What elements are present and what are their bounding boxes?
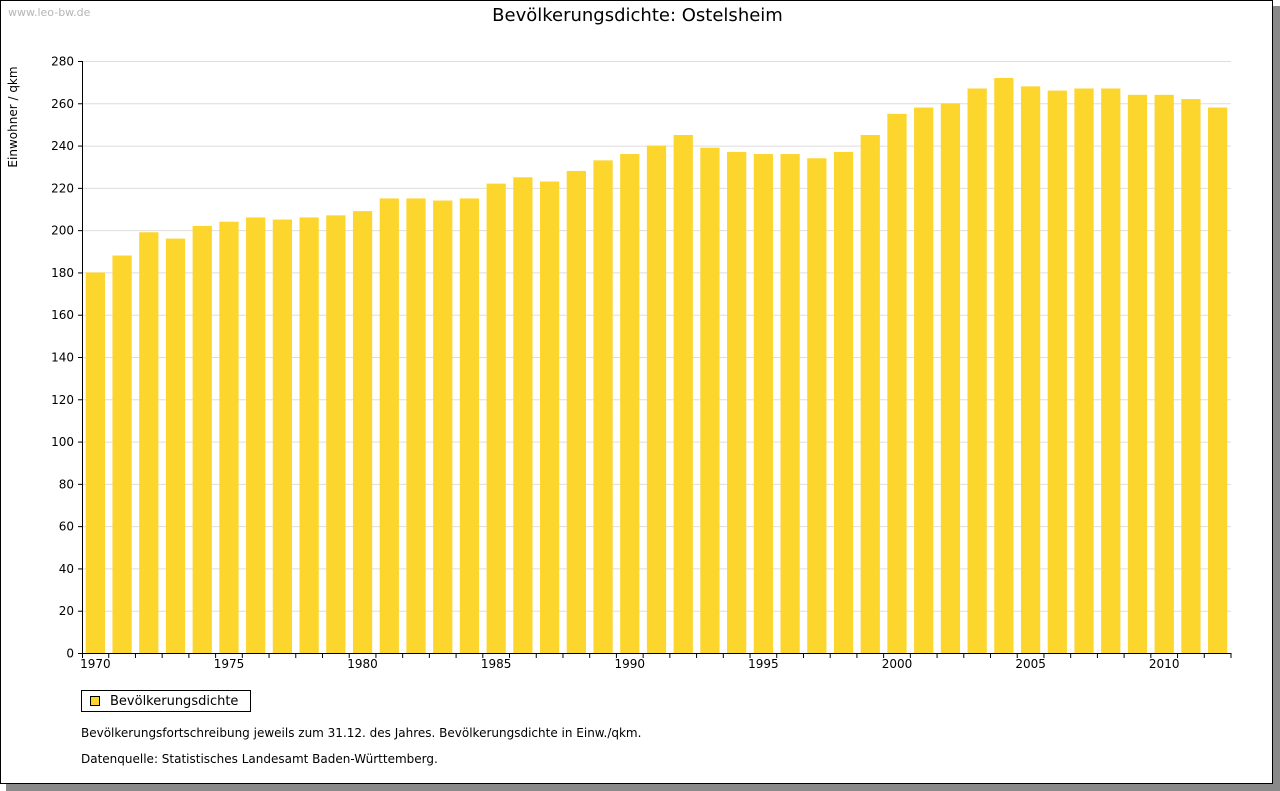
bar-2006 <box>1047 90 1067 654</box>
bar-2012 <box>1208 107 1228 653</box>
x-tick-label: 1985 <box>481 657 512 671</box>
bar-2003 <box>967 88 987 654</box>
bar-2008 <box>1101 88 1121 654</box>
x-tick-label: 1975 <box>214 657 245 671</box>
bar-1996 <box>780 154 800 653</box>
frame-shadow-bottom <box>6 784 1280 791</box>
bar-1980 <box>352 211 373 654</box>
bar-1986 <box>513 177 533 654</box>
bar-1984 <box>459 198 480 653</box>
watermark: www.leo-bw.de <box>8 6 91 19</box>
y-tick-label: 140 <box>51 351 74 365</box>
bar-1973 <box>165 238 186 653</box>
bar-1983 <box>433 200 453 654</box>
bar-1989 <box>593 160 613 653</box>
y-tick-label: 0 <box>66 647 74 661</box>
bar-1982 <box>406 198 426 653</box>
bar-1990 <box>620 154 640 653</box>
y-tick-label: 40 <box>59 562 74 576</box>
x-tick-label: 1980 <box>347 657 378 671</box>
x-tick-label: 1990 <box>615 657 646 671</box>
y-tick-label: 100 <box>51 435 74 449</box>
bar-2009 <box>1127 94 1148 653</box>
y-tick-label: 260 <box>51 97 74 111</box>
x-tick-label: 2005 <box>1015 657 1046 671</box>
bar-2000 <box>887 113 907 654</box>
bar-1978 <box>299 217 319 653</box>
bar-1972 <box>139 232 159 653</box>
footnote-source: Datenquelle: Statistisches Landesamt Bad… <box>81 752 438 766</box>
bar-2005 <box>1020 86 1041 654</box>
bar-2004 <box>994 77 1014 653</box>
y-tick-label: 280 <box>51 55 74 69</box>
bar-1995 <box>753 154 773 653</box>
x-tick-label: 1970 <box>80 657 111 671</box>
legend-swatch <box>90 696 100 706</box>
bar-2010 <box>1154 94 1174 653</box>
y-tick-label: 20 <box>59 604 74 618</box>
x-tick-label: 2010 <box>1149 657 1180 671</box>
bar-1975 <box>219 221 239 653</box>
bar-1985 <box>486 183 506 653</box>
bar-1994 <box>727 151 747 653</box>
bar-1974 <box>192 225 212 653</box>
bar-1987 <box>540 181 560 653</box>
bar-1998 <box>833 151 854 653</box>
bar-1979 <box>326 215 346 653</box>
x-tick-label: 1995 <box>748 657 779 671</box>
bar-1993 <box>700 147 720 653</box>
legend: Bevölkerungsdichte <box>81 690 252 712</box>
bar-1970 <box>85 272 105 653</box>
bar-1992 <box>673 135 693 653</box>
y-tick-label: 220 <box>51 181 74 195</box>
legend-label: Bevölkerungsdichte <box>110 693 239 709</box>
bar-1971 <box>112 255 132 653</box>
y-tick-label: 80 <box>59 477 74 491</box>
bar-1999 <box>860 135 880 653</box>
footnote-description: Bevölkerungsfortschreibung jeweils zum 3… <box>81 726 642 740</box>
x-tick-label: 2000 <box>882 657 913 671</box>
bar-2011 <box>1181 99 1201 653</box>
bar-1981 <box>379 198 399 653</box>
bar-1976 <box>246 217 266 653</box>
bar-1997 <box>807 158 827 653</box>
y-tick-label: 120 <box>51 393 74 407</box>
bar-1977 <box>272 219 293 653</box>
y-tick-label: 60 <box>59 520 74 534</box>
frame-shadow-right <box>1273 6 1280 791</box>
bar-2001 <box>914 107 934 653</box>
bar-2002 <box>940 103 961 654</box>
y-tick-label: 240 <box>51 139 74 153</box>
y-axis-label: Einwohner / qkm <box>6 66 20 167</box>
y-tick-label: 200 <box>51 224 74 238</box>
bar-2007 <box>1074 88 1094 654</box>
bar-1991 <box>646 145 667 653</box>
y-tick-label: 160 <box>51 308 74 322</box>
bar-1988 <box>566 170 586 653</box>
y-tick-label: 180 <box>51 266 74 280</box>
chart-title: Bevölkerungsdichte: Ostelsheim <box>492 5 783 26</box>
